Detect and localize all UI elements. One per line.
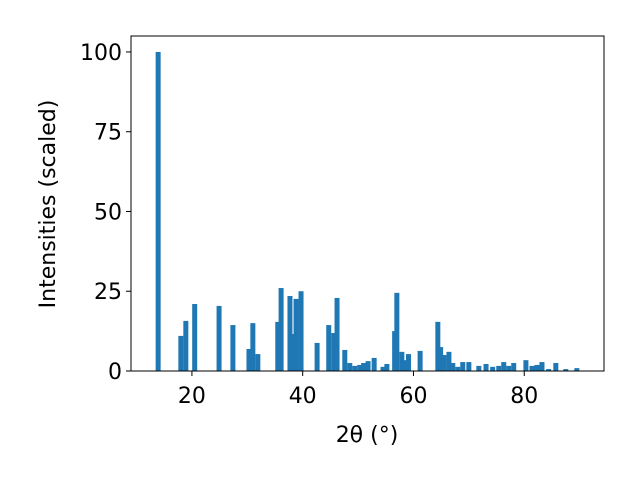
- y-axis-label: Intensities (scaled): [36, 100, 61, 309]
- bar: [441, 355, 447, 371]
- bar: [293, 298, 299, 371]
- bar: [255, 354, 261, 371]
- bar: [501, 362, 507, 371]
- bar: [250, 323, 256, 371]
- x-tick-label: 60: [399, 384, 427, 409]
- bar: [511, 363, 517, 371]
- bar: [546, 369, 552, 371]
- bar: [155, 51, 161, 371]
- x-tick-label: 20: [178, 384, 206, 409]
- bar: [496, 365, 502, 371]
- bar: [287, 296, 293, 371]
- plot-frame: [130, 35, 605, 372]
- bar: [352, 365, 358, 371]
- bar: [490, 366, 496, 371]
- y-tick-label: 100: [80, 41, 122, 66]
- bar: [405, 354, 411, 371]
- bar: [435, 321, 441, 371]
- bar: [523, 360, 529, 371]
- bar: [290, 333, 296, 371]
- bar: [216, 305, 222, 371]
- bar: [384, 363, 390, 371]
- bar: [314, 342, 320, 371]
- bar: [361, 363, 367, 371]
- bar: [460, 362, 466, 371]
- bar: [380, 366, 386, 371]
- bar: [334, 297, 340, 371]
- bar: [192, 304, 198, 371]
- bar: [365, 361, 371, 371]
- bar: [534, 364, 540, 371]
- bar: [275, 321, 281, 371]
- bar: [466, 362, 472, 371]
- bar: [399, 351, 405, 371]
- bar: [455, 366, 461, 371]
- bar: [246, 348, 252, 371]
- bar: [529, 365, 535, 371]
- bar: [331, 333, 337, 371]
- bar: [402, 360, 408, 371]
- bar: [278, 288, 284, 371]
- x-axis-label: 2θ (°): [336, 423, 399, 448]
- bar: [342, 349, 348, 371]
- y-tick-label: 25: [94, 280, 122, 305]
- bar: [506, 365, 512, 371]
- y-tick-label: 50: [94, 200, 122, 225]
- bar: [553, 363, 559, 371]
- y-tick-label: 0: [108, 360, 122, 385]
- bar: [347, 363, 353, 371]
- bar: [450, 363, 456, 371]
- bar: [298, 291, 304, 371]
- bar: [230, 325, 236, 371]
- bar: [574, 368, 580, 371]
- bar: [178, 335, 184, 371]
- x-tick-label: 40: [289, 384, 317, 409]
- bar: [357, 364, 363, 371]
- bar: [483, 363, 489, 371]
- bar: [476, 365, 482, 371]
- x-tick-label: 80: [510, 384, 538, 409]
- bar: [417, 350, 423, 371]
- y-tick-label: 75: [94, 121, 122, 146]
- bar: [394, 292, 400, 371]
- bar: [438, 347, 444, 371]
- bar: [326, 325, 332, 371]
- bar: [371, 357, 377, 371]
- bar: [539, 362, 545, 371]
- bar: [446, 351, 452, 371]
- bar: [563, 369, 569, 371]
- bar: [183, 320, 189, 371]
